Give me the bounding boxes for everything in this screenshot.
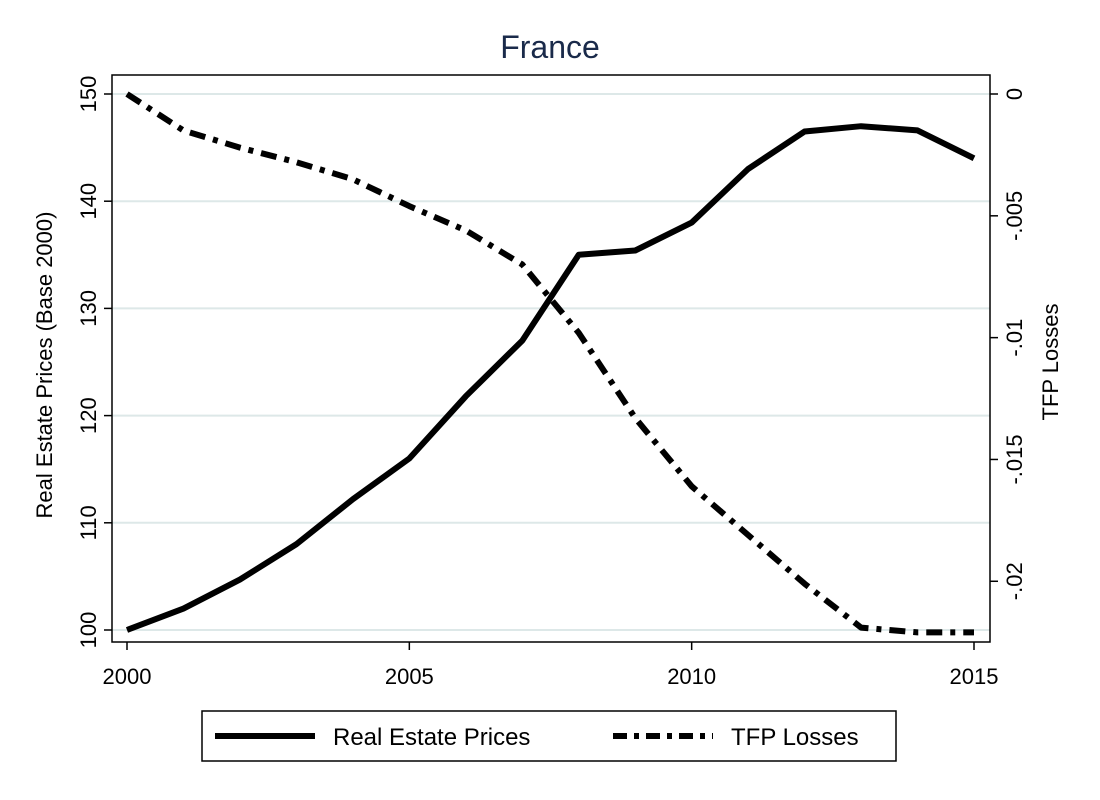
legend-label-real-estate-prices: Real Estate Prices xyxy=(333,724,530,751)
y-right-tick-label: -.015 xyxy=(1002,434,1027,484)
y-left-tick-label: 150 xyxy=(76,76,101,113)
y-axis-left-title: Real Estate Prices (Base 2000) xyxy=(32,212,57,519)
y-right-tick-label: -.02 xyxy=(1002,562,1027,600)
x-tick-label: 2015 xyxy=(950,664,999,689)
grid-lines xyxy=(112,93,990,631)
y-left-tick-label: 140 xyxy=(76,183,101,220)
y-left-tick-label: 110 xyxy=(76,505,101,540)
legend-label-tfp-losses: TFP Losses xyxy=(731,724,859,751)
series-line-tfp-losses xyxy=(125,91,974,636)
y-axis-left: 100 110 120 130 140 150 xyxy=(76,76,112,649)
y-right-tick-label: 0 xyxy=(1002,88,1027,100)
series-lines xyxy=(125,91,976,636)
y-right-tick-label: -.005 xyxy=(1002,191,1027,241)
y-left-tick-label: 100 xyxy=(76,612,101,649)
y-left-tick-label: 120 xyxy=(76,397,101,434)
y-right-tick-label: -.01 xyxy=(1002,319,1027,357)
y-axis-right-title: TFP Losses xyxy=(1038,304,1063,421)
legend-box xyxy=(201,710,897,762)
x-tick-label: 2010 xyxy=(667,664,716,689)
x-tick-label: 2005 xyxy=(385,664,434,689)
plot-frame xyxy=(111,74,991,643)
y-axis-right: 0 -.005 -.01 -.015 -.02 xyxy=(990,88,1027,600)
legend: Real Estate Prices TFP Losses xyxy=(201,710,897,762)
chart-title: France xyxy=(500,29,600,65)
series-line-real-estate-prices xyxy=(125,123,976,633)
x-axis: 2000 2005 2010 2015 xyxy=(103,642,999,689)
x-tick-label: 2000 xyxy=(103,664,152,689)
y-left-tick-label: 130 xyxy=(76,290,101,327)
